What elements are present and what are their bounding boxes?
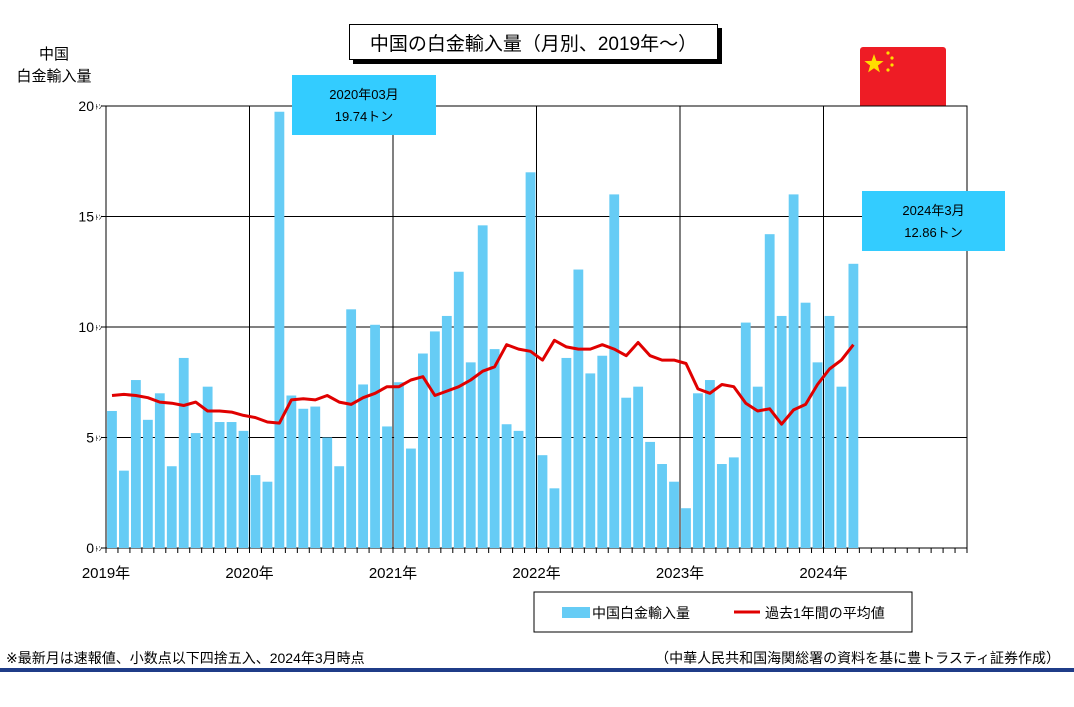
bar-52 [728,457,739,548]
bar-12 [250,475,261,548]
bar-35 [525,172,536,549]
bar-33 [501,424,512,548]
bar-11 [238,430,249,548]
bar-43 [621,397,632,548]
y-tick-unit: ﾄﾝ [95,546,102,553]
bar-60 [824,315,835,548]
bar-30 [465,362,476,548]
bar-42 [609,194,620,548]
bar-56 [776,315,787,548]
bar-15 [286,395,297,548]
bar-31 [477,225,488,548]
bar-58 [800,302,811,548]
bar-14 [274,111,285,548]
y-tick-unit: ﾄﾝ [95,325,102,332]
y-axis-label: 中国 白金輸入量 [16,44,92,88]
y-axis-label-line-1: 中国 [38,46,69,63]
bar-1 [119,470,129,548]
bar-44 [633,386,644,548]
bar-49 [693,393,703,548]
bar-46 [657,464,667,548]
bar-51 [716,464,727,548]
bar-16 [298,408,309,548]
bar-40 [585,373,596,548]
bar-18 [322,437,333,548]
bar-39 [573,269,584,548]
average-line [111,338,855,426]
bar-22 [370,324,380,548]
bar-20 [346,309,357,548]
bar-55 [764,234,775,548]
bar-19 [334,466,345,548]
china-flag-icon [860,47,946,111]
bar-53 [740,322,751,548]
bar-41 [597,355,608,548]
x-year-label: 2021年 [369,565,417,582]
x-year-label: 2022年 [512,565,560,582]
x-year-label: 2023年 [656,565,704,582]
legend-box [533,591,913,633]
y-tick-label: 15 [78,209,94,225]
bar-54 [752,386,763,548]
y-tick-unit: ﾄﾝ [95,104,102,111]
bar-6 [178,357,189,548]
x-year-label: 2020年 [225,565,273,582]
legend-swatch-bar [562,607,590,618]
bottom-divider [0,668,1074,672]
bar-23 [382,426,392,548]
x-year-label: 2019年 [82,565,130,582]
annotation-value: 19.74トン [335,109,394,124]
bar-62 [848,263,859,548]
bar-5 [166,466,177,548]
bar-25 [406,448,416,548]
annotation-box [292,75,436,135]
bar-0 [107,410,117,548]
bar-24 [394,382,404,548]
bar-32 [489,349,500,548]
bar-34 [513,430,524,548]
annotation-date: 2024年3月 [902,203,964,218]
x-year-label: 2024年 [799,565,847,582]
y-tick-unit: ﾄﾝ [95,436,102,443]
footnote: ※最新月は速報値、小数点以下四捨五入、2024年3月時点 [6,650,365,666]
bar-37 [549,488,560,548]
bar-29 [453,271,464,548]
bar-26 [417,353,428,548]
bar-13 [262,481,273,548]
bar-38 [561,357,572,548]
bar-48 [681,508,691,548]
bar-10 [226,422,237,548]
y-tick-label: 5 [86,430,94,446]
bar-21 [358,384,369,548]
bar-28 [441,315,452,548]
chart-title: 中国の白金輸入量（月別、2019年～） [349,24,718,60]
bar-4 [154,393,165,548]
bar-50 [704,380,715,548]
annotation-date: 2020年03月 [329,87,398,102]
bar-61 [836,386,847,548]
bar-3 [142,419,153,548]
bar-8 [202,386,213,548]
y-tick-unit: ﾄﾝ [95,215,102,222]
legend-label-line: 過去1年間の平均値 [765,605,885,621]
bar-7 [190,433,201,548]
bar-45 [645,441,656,548]
annotation-value: 12.86トン [904,225,963,240]
bar-59 [812,362,823,548]
bar-2 [130,380,141,548]
bar-57 [788,194,799,548]
source-note: （中華人民共和国海関総署の資料を基に豊トラスティ証券作成） [655,650,1060,666]
legend-label-bar: 中国白金輸入量 [592,605,690,621]
bar-47 [669,481,679,548]
y-tick-label: 0 [86,540,94,556]
y-tick-label: 10 [78,319,94,335]
bar-17 [310,406,321,548]
annotation-box [862,191,1005,251]
bar-9 [214,422,225,548]
y-tick-label: 20 [78,98,94,114]
bar-27 [429,331,440,548]
bar-36 [537,455,548,548]
y-axis-label-line-2: 白金輸入量 [16,68,92,85]
